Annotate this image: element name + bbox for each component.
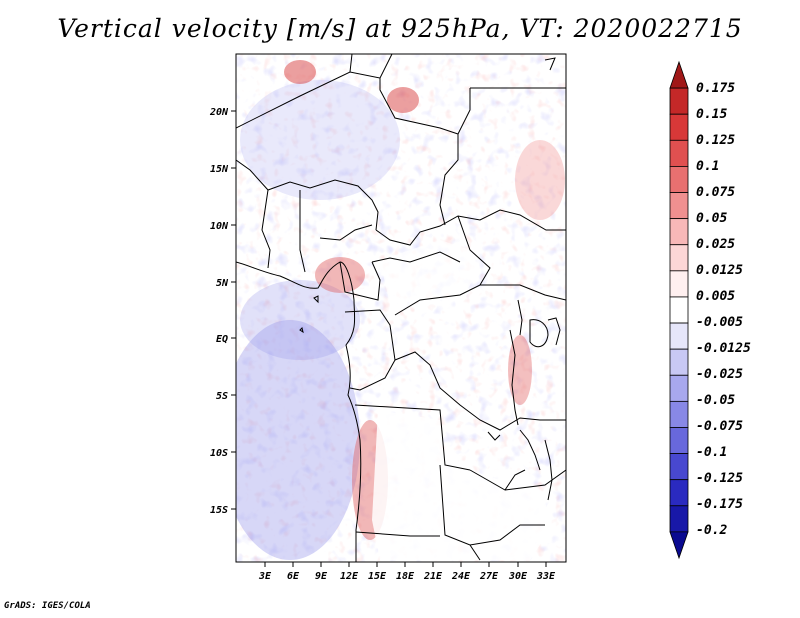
colorbar-label: -0.025 [696, 367, 743, 382]
lat-label-eq: EQ [216, 334, 228, 345]
lon-label-21e: 21E [423, 571, 443, 582]
colorbar-swatch [669, 166, 689, 193]
lon-label-30e: 30E [508, 571, 528, 582]
colorbar-swatch [669, 192, 689, 220]
colorbar-swatch [669, 374, 689, 402]
colorbar-label: 0.0125 [696, 263, 743, 278]
lat-label-10s: 10S [210, 448, 228, 459]
colorbar-label: -0.0125 [696, 341, 751, 356]
colorbar-swatch [669, 348, 689, 376]
colorbar-swatch-bottom-arrow [669, 531, 689, 560]
colorbar [669, 60, 689, 560]
lon-label-6e: 6E [287, 571, 300, 582]
colorbar-swatch [669, 270, 689, 298]
lon-label-3e: 3E [258, 571, 272, 582]
colorbar-swatch [669, 296, 689, 324]
colorbar-label: -0.125 [696, 471, 743, 486]
colorbar-label: 0.175 [696, 81, 735, 96]
colorbar-swatch [669, 322, 689, 350]
colorbar-label: -0.075 [696, 419, 743, 434]
colorbar-label: 0.025 [696, 237, 735, 252]
lon-label-18e: 18E [396, 571, 415, 582]
colorbar-label: -0.1 [696, 445, 727, 460]
lon-label-9e: 9E [315, 571, 328, 582]
colorbar-label: -0.005 [696, 315, 743, 330]
colorbar-swatch-top-arrow [669, 60, 689, 89]
map-frame [235, 53, 567, 563]
colorbar-labels: 0.175 0.15 0.125 0.1 0.075 0.05 0.025 0.… [696, 81, 751, 538]
colorbar-label: 0.15 [696, 107, 727, 122]
lat-label-20n: 20N [209, 107, 229, 118]
colorbar-swatch [669, 139, 689, 167]
colorbar-label: 0.125 [696, 133, 735, 148]
colorbar-label: 0.075 [696, 185, 735, 200]
colorbar-label: 0.1 [696, 159, 719, 174]
colorbar-label: -0.2 [696, 523, 727, 538]
lon-label-27e: 27E [479, 571, 499, 582]
lat-label-10n: 10N [210, 221, 229, 232]
colorbar-swatch [669, 218, 689, 246]
map-title: Vertical velocity [m/s] at 925hPa, VT: 2… [57, 14, 743, 43]
colorbar-label: -0.05 [696, 393, 735, 408]
latitude-axis: 20N 15N 10N 5N EQ 5S 10S 15S [209, 107, 236, 516]
lon-label-24e: 24E [451, 571, 471, 582]
lon-label-12e: 12E [340, 571, 359, 582]
colorbar-swatch [669, 505, 689, 533]
lon-label-33e: 33E [536, 571, 556, 582]
vertical-velocity-field [236, 54, 566, 562]
lat-label-15s: 15S [210, 505, 228, 516]
colorbar-label: 0.005 [696, 289, 735, 304]
coastlines-and-borders [236, 54, 566, 562]
colorbar-swatch [669, 479, 689, 507]
lat-label-15n: 15N [210, 164, 229, 175]
longitude-axis: 3E 6E 9E 12E 15E 18E 21E 24E 27E 30E 33E [258, 562, 556, 582]
colorbar-label: 0.05 [696, 211, 727, 226]
colorbar-swatch [669, 427, 689, 454]
footer-credit: GrADS: IGES/COLA [4, 601, 91, 611]
colorbar-swatch [669, 87, 689, 115]
lat-label-5s: 5S [216, 391, 228, 402]
colorbar-swatch [669, 453, 689, 481]
lat-label-5n: 5N [216, 278, 229, 289]
colorbar-swatch [669, 244, 689, 272]
colorbar-swatch [669, 400, 689, 428]
colorbar-label: -0.175 [696, 497, 743, 512]
lon-label-15e: 15E [368, 571, 387, 582]
colorbar-swatch [669, 113, 689, 141]
